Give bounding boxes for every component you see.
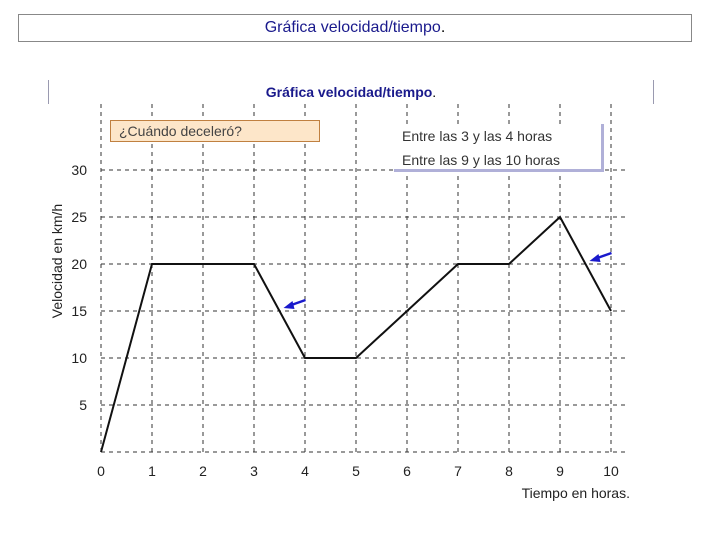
- annotation-arrow-head: [283, 301, 295, 309]
- slide-title-period: .: [440, 19, 446, 36]
- y-tick-label: 15: [71, 303, 87, 319]
- x-tick-label: 3: [250, 463, 258, 479]
- x-tick-label: 10: [603, 463, 619, 479]
- x-tick-label: 8: [505, 463, 513, 479]
- x-tick-label: 5: [352, 463, 360, 479]
- chart-title: Gráfica velocidad/tiempo.: [48, 80, 654, 104]
- x-tick-label: 0: [97, 463, 105, 479]
- y-tick-label: 30: [71, 162, 87, 178]
- x-tick-label: 4: [301, 463, 309, 479]
- answer-1: Entre las 3 y las 4 horas: [402, 128, 553, 144]
- x-tick-label: 7: [454, 463, 462, 479]
- annotation-arrow-head: [589, 254, 601, 262]
- y-tick-label: 10: [71, 350, 87, 366]
- x-tick-label: 1: [148, 463, 156, 479]
- x-tick-label: 6: [403, 463, 411, 479]
- y-axis-label: Velocidad en km/h: [49, 204, 65, 318]
- x-tick-label: 9: [556, 463, 564, 479]
- answer-box: Entre las 3 y las 4 horas Entre las 9 y …: [394, 124, 604, 172]
- slide-title: Gráfica velocidad/tiempo.: [18, 14, 692, 42]
- slide-title-text: Gráfica velocidad/tiempo: [264, 19, 441, 36]
- x-axis-label: Tiempo en horas.: [522, 485, 630, 501]
- x-tick-label: 2: [199, 463, 207, 479]
- chart-title-period: .: [432, 84, 437, 100]
- y-tick-label: 25: [71, 209, 87, 225]
- answer-2: Entre las 9 y las 10 horas: [402, 152, 560, 168]
- chart-title-text: Gráfica velocidad/tiempo: [265, 84, 433, 100]
- question-box: ¿Cuándo deceleró?: [110, 120, 320, 142]
- y-tick-label: 5: [79, 397, 87, 413]
- y-tick-label: 20: [71, 256, 87, 272]
